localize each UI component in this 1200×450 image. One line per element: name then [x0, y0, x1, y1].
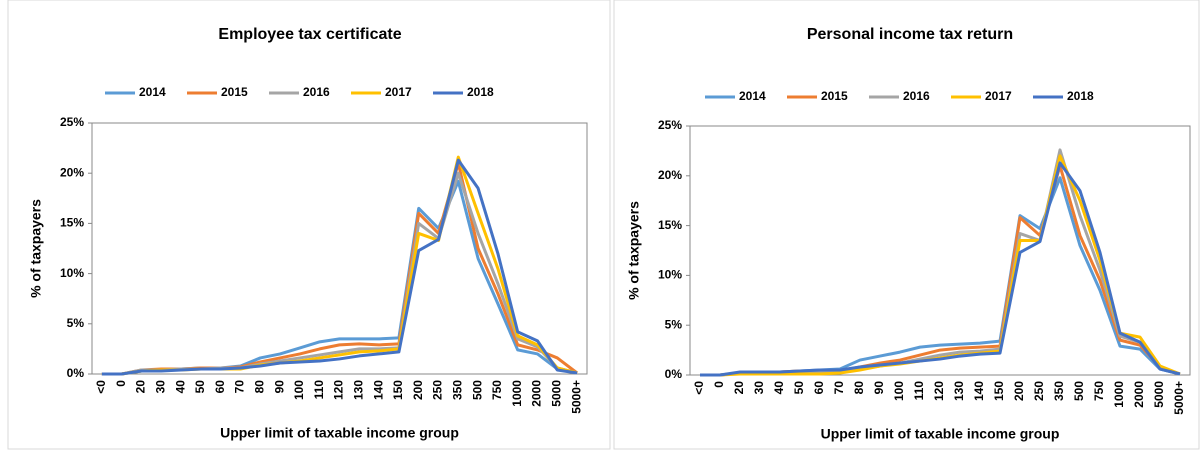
y-tick-label: 5% [665, 317, 683, 331]
series-line [101, 158, 578, 376]
x-tick-label: 120 [932, 381, 946, 401]
x-tick-label: 750 [1092, 381, 1106, 401]
legend-label: 2018 [467, 85, 494, 99]
x-tick-label: 1000 [510, 380, 524, 407]
y-tick-label: 25% [60, 115, 84, 129]
x-tick-label: 5000+ [1172, 381, 1186, 415]
x-tick-label: 120 [332, 380, 346, 400]
x-tick-label: 350 [1052, 381, 1066, 401]
x-tick-label: 5000+ [569, 380, 583, 414]
x-tick-label: 80 [852, 381, 866, 395]
legend-label: 2017 [385, 85, 412, 99]
series-line [700, 148, 1181, 377]
legend-label: 2014 [139, 85, 166, 99]
x-tick-label: 20 [134, 380, 148, 394]
x-tick-label: 20 [732, 381, 746, 395]
x-tick-label: 60 [812, 381, 826, 395]
x-axis-title: Upper limit of taxable income group [220, 425, 459, 441]
x-tick-label: 750 [490, 380, 504, 400]
x-tick-label: 30 [752, 381, 766, 395]
x-tick-label: 40 [772, 381, 786, 395]
x-tick-label: 50 [792, 381, 806, 395]
x-tick-label: 250 [431, 380, 445, 400]
x-tick-label: 70 [233, 380, 247, 394]
series-line [700, 154, 1181, 377]
y-tick-label: 20% [658, 168, 682, 182]
x-tick-label: 5000 [1152, 381, 1166, 408]
y-tick-label: 15% [60, 216, 84, 230]
x-tick-label: <0 [94, 380, 108, 394]
y-tick-label: 0% [67, 366, 85, 380]
x-tick-label: 100 [892, 381, 906, 401]
x-tick-label: 500 [1072, 381, 1086, 401]
panel-border [613, 0, 1200, 450]
x-tick-label: 130 [952, 381, 966, 401]
x-tick-label: 30 [153, 380, 167, 394]
y-tick-label: 0% [665, 367, 683, 381]
panel-border [7, 0, 611, 450]
x-tick-label: 150 [992, 381, 1006, 401]
y-tick-label: 15% [658, 218, 682, 232]
x-tick-label: 70 [832, 381, 846, 395]
x-tick-label: 200 [1012, 381, 1026, 401]
plot-frame [689, 125, 1191, 376]
x-tick-label: 250 [1032, 381, 1046, 401]
series-line [700, 161, 1181, 377]
x-tick-label: 1000 [1112, 381, 1126, 408]
series-line [101, 161, 579, 376]
x-tick-label: 2000 [530, 380, 544, 407]
x-tick-label: 110 [912, 381, 926, 401]
legend-label: 2015 [221, 85, 248, 99]
y-axis-title: % of taxpayers [28, 199, 44, 298]
x-tick-label: 0 [114, 380, 128, 387]
legend-label: 2015 [821, 89, 848, 103]
legend-label: 2016 [903, 89, 930, 103]
series-line [700, 176, 1181, 377]
chart-title: Personal income tax return [807, 26, 1013, 43]
y-tick-label: 10% [60, 266, 84, 280]
y-tick-label: 10% [658, 268, 682, 282]
legend-label: 2016 [303, 85, 330, 99]
legend-label: 2017 [985, 89, 1012, 103]
x-tick-label: 150 [391, 380, 405, 400]
x-tick-label: 90 [872, 381, 886, 395]
x-tick-label: 80 [252, 380, 266, 394]
x-tick-label: <0 [692, 381, 706, 395]
plot-frame [91, 122, 588, 375]
series-line [101, 155, 578, 376]
x-tick-label: 0 [712, 381, 726, 388]
x-tick-label: 140 [972, 381, 986, 401]
x-tick-label: 90 [272, 380, 286, 394]
x-tick-label: 2000 [1132, 381, 1146, 408]
x-tick-label: 130 [351, 380, 365, 400]
legend-label: 2014 [739, 89, 766, 103]
x-tick-label: 500 [470, 380, 484, 400]
legend-label: 2018 [1067, 89, 1094, 103]
x-tick-label: 110 [312, 380, 326, 400]
x-tick-label: 350 [450, 380, 464, 400]
x-tick-label: 40 [173, 380, 187, 394]
chart-title: Employee tax certificate [218, 26, 401, 43]
y-tick-label: 20% [60, 165, 84, 179]
x-tick-label: 140 [371, 380, 385, 400]
x-tick-label: 5000 [549, 380, 563, 407]
x-axis-title: Upper limit of taxable income group [821, 426, 1060, 442]
y-axis-title: % of taxpayers [626, 201, 642, 300]
x-tick-label: 60 [213, 380, 227, 394]
x-tick-label: 200 [411, 380, 425, 400]
x-tick-label: 50 [193, 380, 207, 394]
y-tick-label: 5% [67, 316, 85, 330]
x-tick-label: 100 [292, 380, 306, 400]
y-tick-label: 25% [658, 118, 682, 132]
